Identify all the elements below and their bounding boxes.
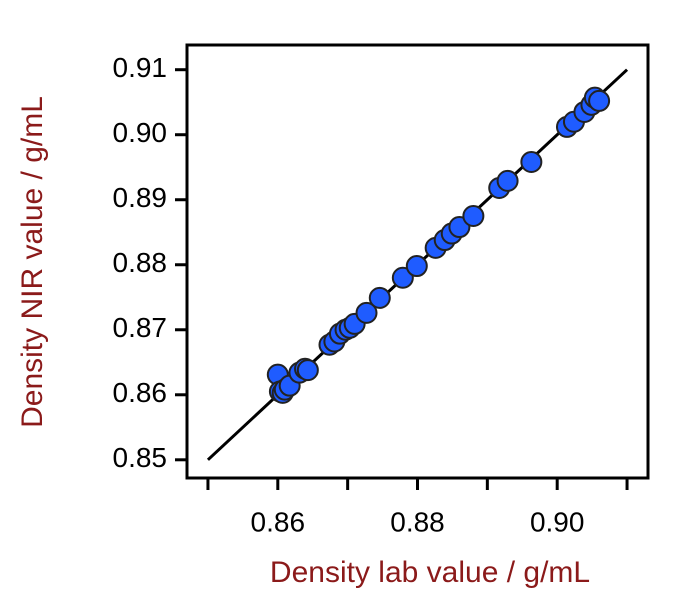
data-point: [391, 266, 414, 289]
data-point: [496, 169, 519, 192]
data-point: [405, 255, 428, 278]
data-point: [296, 359, 319, 382]
y-tick-label: 0.85: [113, 442, 168, 473]
data-point: [520, 151, 543, 174]
data-point: [588, 89, 611, 112]
y-tick-label: 0.89: [113, 182, 168, 213]
x-tick-label: 0.88: [390, 506, 445, 537]
y-tick-label: 0.88: [113, 247, 168, 278]
y-tick-label: 0.90: [113, 117, 168, 148]
y-tick-label: 0.86: [113, 377, 168, 408]
data-point: [368, 286, 391, 309]
y-tick-label: 0.91: [113, 52, 168, 83]
y-axis-title: Density NIR value / g/mL: [16, 96, 49, 428]
data-point: [462, 204, 485, 227]
y-tick-label: 0.87: [113, 312, 168, 343]
x-axis-title: Density lab value / g/mL: [270, 556, 590, 589]
x-tick-label: 0.90: [530, 506, 585, 537]
x-tick-label: 0.86: [251, 506, 306, 537]
data-point: [355, 301, 378, 324]
